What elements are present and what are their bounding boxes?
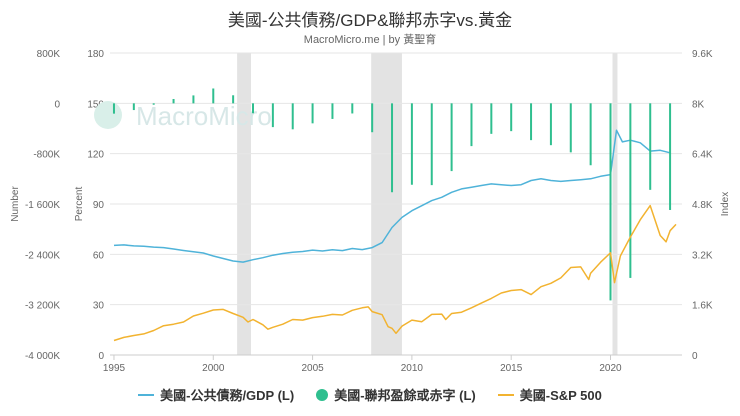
y-tick-label-percent: 120 [87, 150, 104, 161]
y-tick-label-number: -3 200K [25, 301, 60, 312]
sp500-line [113, 204, 677, 342]
y-tick-label-number: -800K [33, 150, 60, 161]
legend-item-sp500[interactable]: 美國-S&P 500 [497, 385, 602, 404]
watermark-logo-icon [94, 101, 122, 129]
y-tick-label-percent: 90 [93, 200, 105, 211]
deficit-bar [410, 103, 413, 185]
deficit-bar [192, 95, 195, 104]
deficit-bar [470, 103, 473, 147]
deficit-bar [311, 103, 314, 124]
y-tick-label-percent: 150 [87, 99, 104, 110]
y-tick-label-index: 0 [692, 351, 698, 362]
legend-line-icon [497, 393, 514, 396]
deficit-bar [391, 103, 394, 193]
watermark-text: MacroMicro [136, 101, 272, 131]
y-tick-label-percent: 60 [93, 250, 105, 261]
deficit-bar [132, 103, 135, 111]
y-tick-label-percent: 30 [93, 301, 105, 312]
y-tick-label-number: 0 [54, 99, 60, 110]
legend-label: 美國-S&P 500 [519, 388, 602, 403]
deficit-bar [152, 103, 155, 105]
legend-item-debt-gdp[interactable]: 美國-公共債務/GDP (L) [138, 385, 294, 404]
deficit-bar [232, 95, 235, 104]
deficit-bar [212, 88, 215, 104]
legend-item-deficit[interactable]: 美國-聯邦盈餘或赤字 (L) [316, 385, 476, 404]
x-tick-label: 2010 [401, 363, 424, 374]
y-tick-label-index: 8K [692, 99, 705, 110]
deficit-bar [490, 103, 493, 134]
deficit-bar [430, 103, 433, 186]
legend-label: 美國-聯邦盈餘或赤字 (L) [334, 388, 476, 403]
legend-line-icon [138, 393, 155, 396]
y-axis-title-percent: Percent [74, 187, 85, 222]
x-tick-label: 2020 [599, 363, 622, 374]
deficit-bar [252, 103, 254, 114]
y-tick-label-index: 3.2K [692, 250, 713, 261]
deficit-bar [530, 103, 533, 141]
y-axis-title-index: Index [720, 192, 731, 216]
debt-gdp-line [113, 129, 671, 263]
deficit-bar [510, 103, 513, 132]
deficit-bar [669, 103, 672, 210]
deficit-bar [569, 103, 572, 153]
deficit-bar [172, 98, 175, 104]
chart-subtitle: MacroMicro.me | by 黃聖育 [303, 34, 437, 46]
chart-title: 美國-公共債務/GDP&聯邦赤字vs.黃金 [227, 11, 513, 30]
deficit-bar [549, 103, 552, 146]
x-tick-label: 2000 [202, 363, 225, 374]
y-tick-label-number: -1 600K [25, 200, 60, 211]
deficit-bar [589, 103, 592, 166]
deficit-bar [450, 103, 453, 172]
x-tick-label: 2005 [301, 363, 324, 374]
deficit-bar [271, 103, 274, 128]
deficit-bar [331, 103, 334, 119]
y-tick-label-index: 1.6K [692, 301, 713, 312]
y-tick-label-index: 9.6K [692, 49, 713, 60]
y-tick-label-number: -4 000K [25, 351, 60, 362]
y-tick-label-percent: 180 [87, 49, 104, 60]
x-tick-label: 1995 [103, 363, 126, 374]
deficit-bar [371, 103, 374, 133]
legend-dot-icon [316, 388, 329, 401]
deficit-bar [112, 103, 115, 114]
deficit-bar [609, 103, 612, 301]
y-tick-label-index: 4.8K [692, 200, 713, 211]
y-tick-label-percent: 0 [98, 351, 104, 362]
x-tick-label: 2015 [500, 363, 523, 374]
legend-label: 美國-公共債務/GDP (L) [160, 388, 295, 403]
legend: 美國-公共債務/GDP (L) 美國-聯邦盈餘或赤字 (L) 美國-S&P 50… [0, 385, 740, 404]
deficit-bar [351, 103, 354, 114]
deficit-bar [291, 103, 294, 130]
y-axis-title-number: Number [10, 186, 21, 222]
y-tick-label-number: -2 400K [25, 250, 60, 261]
deficit-bar [649, 103, 652, 190]
y-tick-label-number: 800K [37, 49, 61, 60]
y-tick-label-index: 6.4K [692, 150, 713, 161]
deficit-bar [629, 103, 632, 278]
